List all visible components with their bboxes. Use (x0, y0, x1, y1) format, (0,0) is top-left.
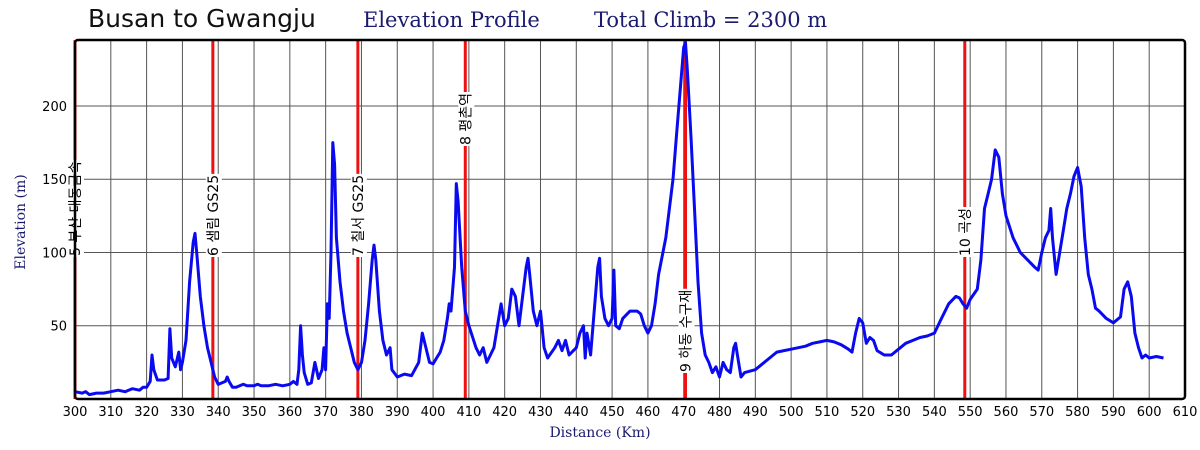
x-tick-label: 600 (1137, 405, 1162, 420)
x-tick-label: 510 (815, 405, 840, 420)
x-tick-label: 560 (994, 405, 1019, 420)
x-tick-label: 550 (958, 405, 983, 420)
x-tick-label: 460 (635, 405, 660, 420)
x-tick-label: 520 (850, 405, 875, 420)
x-tick-label: 470 (671, 405, 696, 420)
x-tick-label: 610 (1173, 405, 1198, 420)
plot-frame (73, 38, 1187, 401)
total-climb: Total Climb = 2300 m (594, 8, 827, 32)
y-tick-label: 150 (42, 173, 67, 188)
stop-label: 9 하동 수구재 (679, 290, 695, 372)
x-tick-label: 530 (886, 405, 911, 420)
x-tick-label: 440 (564, 405, 589, 420)
x-tick-label: 340 (206, 405, 231, 420)
elevation-line (74, 41, 1164, 397)
x-tick-label: 480 (707, 405, 732, 420)
x-tick-label: 310 (98, 405, 123, 420)
x-tick-label: 450 (600, 405, 625, 420)
x-tick-label: 490 (743, 405, 768, 420)
x-tick-label: 590 (1101, 405, 1126, 420)
x-tick-label: 330 (170, 405, 195, 420)
x-tick-label: 380 (349, 405, 374, 420)
stop-label: 10 곡성 (958, 208, 974, 256)
y-tick-label: 100 (42, 246, 67, 261)
stop-label: 7 칠서 GS25 (351, 175, 367, 256)
x-tick-label: 570 (1029, 405, 1054, 420)
x-tick-label: 500 (779, 405, 804, 420)
x-tick-label: 360 (277, 405, 302, 420)
grid (74, 40, 1186, 399)
stop-label-background (350, 173, 367, 257)
y-tick-label: 50 (50, 320, 67, 335)
stop-label-background (678, 288, 695, 373)
x-axis-ticks: 300 310 320 330 340 350 360 370 380 390 400 410 420 4… (63, 405, 1198, 420)
x-tick-label: 350 (242, 405, 267, 420)
x-tick-label: 370 (313, 405, 338, 420)
x-tick-label: 300 (63, 405, 88, 420)
y-axis-ticks: 50 100 150 200 (42, 100, 67, 335)
stop-label-background (957, 206, 974, 257)
stop-label: 8 평촌역 (458, 93, 474, 145)
stop-label-background (458, 92, 475, 146)
x-axis-label: Distance (Km) (549, 425, 650, 441)
chart-title: Elevation Profile (363, 8, 540, 32)
x-tick-label: 430 (528, 405, 553, 420)
x-tick-label: 540 (922, 405, 947, 420)
x-tick-label: 400 (421, 405, 446, 420)
route-title: Busan to Gwangju (88, 4, 316, 33)
stop-label: 6 샘림 GS25 (206, 175, 222, 256)
x-tick-label: 410 (456, 405, 481, 420)
x-tick-label: 390 (385, 405, 410, 420)
stop-label-background (205, 173, 222, 257)
x-tick-label: 580 (1065, 405, 1090, 420)
y-axis-label: Elevation (m) (13, 174, 29, 269)
x-tick-label: 320 (134, 405, 159, 420)
y-tick-label: 200 (42, 100, 67, 115)
x-tick-label: 420 (492, 405, 517, 420)
